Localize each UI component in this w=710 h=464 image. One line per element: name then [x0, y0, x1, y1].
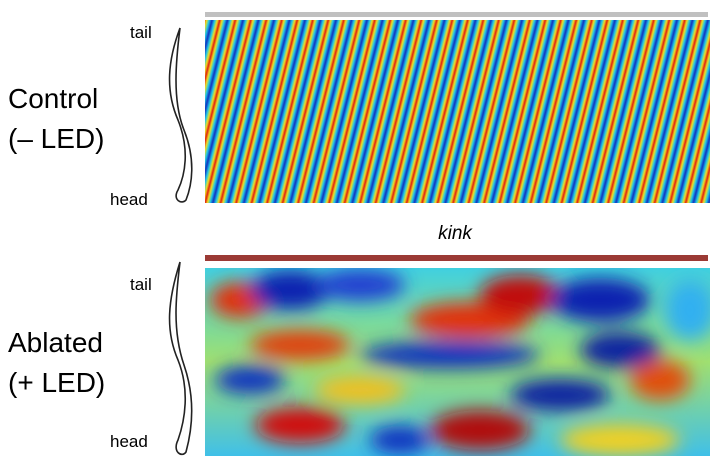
condition-label: (+ LED)	[8, 367, 105, 398]
head-label: head	[110, 432, 148, 451]
tail-label: tail	[130, 23, 152, 42]
head-label: head	[110, 190, 148, 209]
condition-bar	[205, 12, 708, 17]
condition-label: (– LED)	[8, 123, 104, 154]
kymograph	[205, 20, 710, 203]
kymograph	[205, 268, 710, 456]
condition-label: Ablated	[8, 327, 103, 358]
annotation-bar	[205, 255, 708, 261]
condition-label: Control	[8, 83, 98, 114]
worm-outline	[168, 27, 193, 203]
worm-outline	[168, 261, 193, 456]
annotation: kink	[438, 223, 473, 244]
tail-label: tail	[130, 275, 152, 294]
